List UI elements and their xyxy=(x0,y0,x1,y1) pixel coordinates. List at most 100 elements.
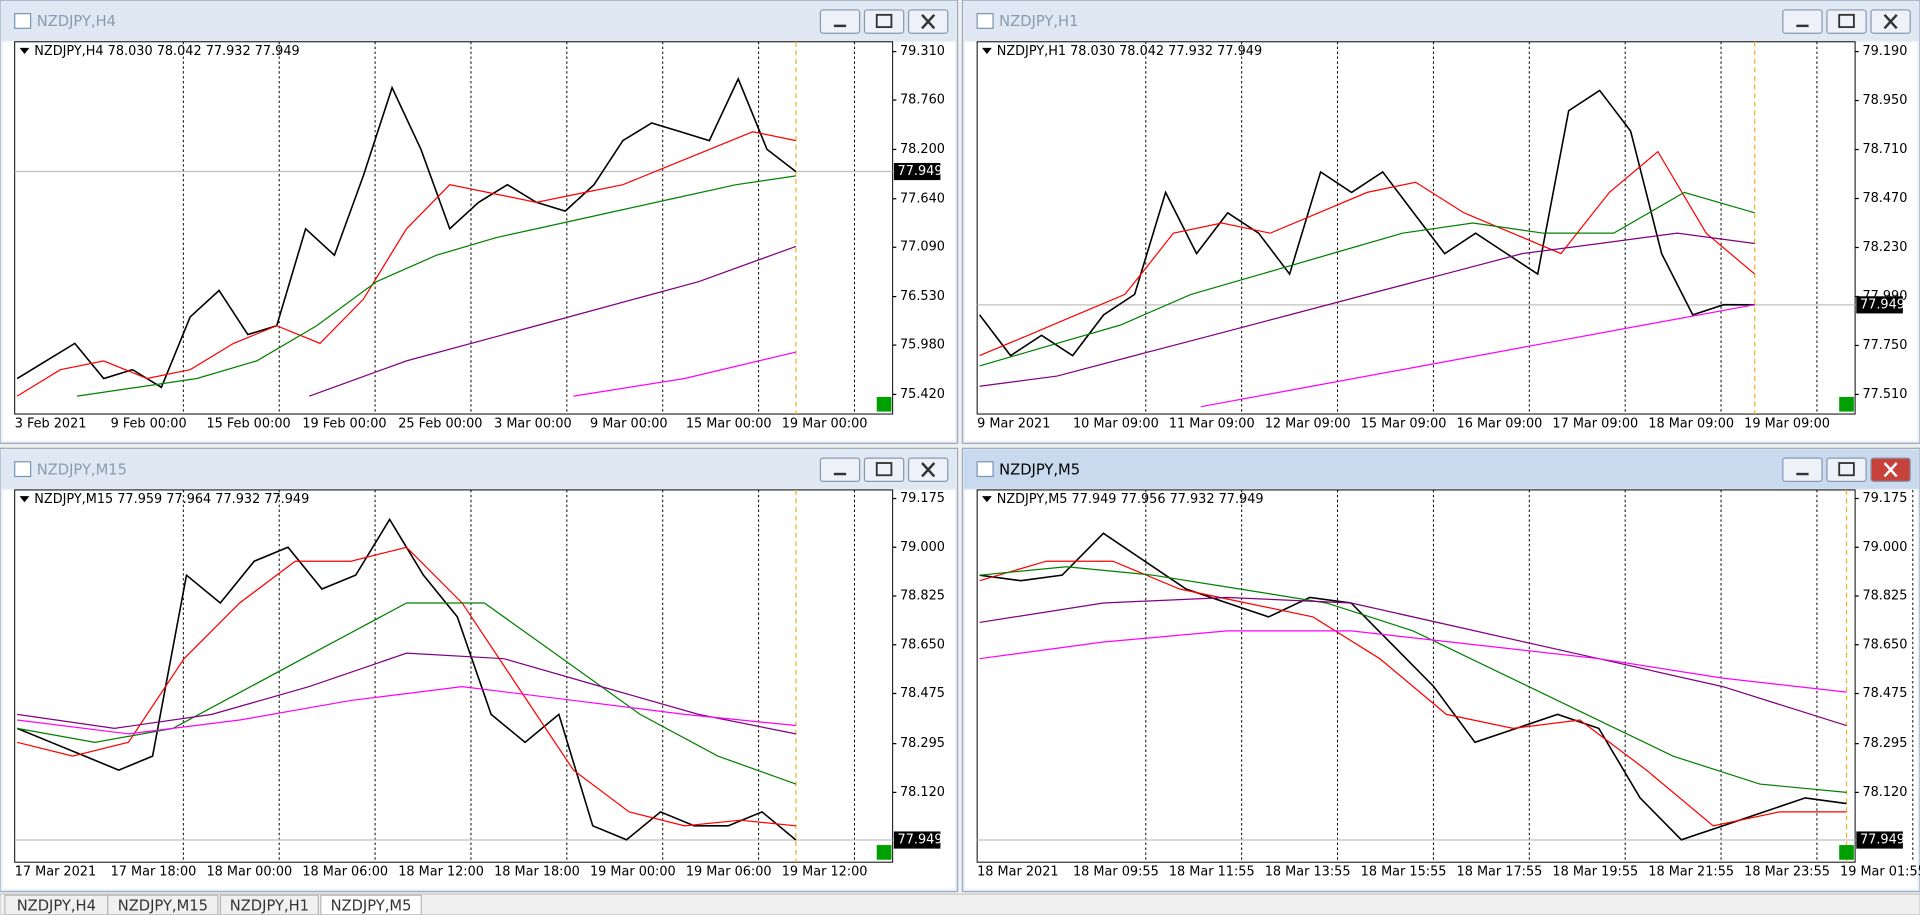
time-label: 3 Feb 2021 xyxy=(15,416,87,431)
price-box xyxy=(1856,831,1903,849)
icon xyxy=(1883,462,1898,478)
price-label: 78.950 xyxy=(1862,93,1907,108)
window-title: NZDJPY,H1 xyxy=(999,13,1078,30)
current-price: 77.949 xyxy=(898,833,943,848)
price-label: 77.750 xyxy=(1862,338,1907,353)
time-label: 18 Mar 15:55 xyxy=(1361,864,1447,879)
price-label: 77.510 xyxy=(1862,387,1907,402)
price-box xyxy=(893,831,941,849)
icon xyxy=(1838,13,1855,29)
info-arrow xyxy=(982,47,992,55)
tab-label: NZDJPY,M5 xyxy=(331,897,412,914)
window-icon xyxy=(14,461,32,478)
time-label: 19 Mar 06:00 xyxy=(686,864,772,879)
time-label: 18 Mar 11:55 xyxy=(1169,864,1255,879)
time-label: 15 Mar 00:00 xyxy=(686,416,772,431)
chart-info: NZDJPY,M5 77.949 77.956 77.932 77.949 xyxy=(997,492,1264,507)
time-label: 18 Mar 18:00 xyxy=(494,864,580,879)
price-label: 78.120 xyxy=(1862,785,1907,800)
maximize-button[interactable] xyxy=(863,457,905,482)
minimize-button[interactable] xyxy=(819,9,861,34)
price-label: 75.980 xyxy=(900,338,945,353)
time-label: 19 Mar 00:00 xyxy=(590,864,676,879)
price-box xyxy=(1856,296,1903,314)
moving-average xyxy=(979,566,1847,794)
maximize-button[interactable] xyxy=(863,9,905,34)
price-label: 77.090 xyxy=(900,240,945,255)
price-line xyxy=(979,532,1847,841)
title-bar xyxy=(963,1,1919,41)
icon xyxy=(921,14,936,30)
price-label: 78.230 xyxy=(1862,240,1907,255)
title-bar xyxy=(963,449,1919,489)
tab-label: NZDJPY,M15 xyxy=(118,897,208,914)
title-bar xyxy=(1,449,957,489)
time-label: 19 Mar 00:00 xyxy=(782,416,868,431)
time-label: 16 Mar 09:00 xyxy=(1457,416,1543,431)
moving-average xyxy=(979,630,1847,693)
minimize-button[interactable] xyxy=(819,457,861,482)
price-box xyxy=(893,162,941,181)
icon xyxy=(875,13,893,29)
chart-area xyxy=(2,489,956,890)
time-label: 9 Feb 00:00 xyxy=(111,416,187,431)
moving-average xyxy=(17,652,797,735)
window-icon xyxy=(976,461,994,478)
title-bar xyxy=(1,1,957,41)
time-label: 18 Mar 00:00 xyxy=(206,864,292,879)
price-label: 78.470 xyxy=(1862,191,1907,206)
maximize-button[interactable] xyxy=(1826,9,1867,34)
tab-label: NZDJPY,H1 xyxy=(230,897,309,914)
minimize-button[interactable] xyxy=(1782,9,1823,34)
price-label: 79.190 xyxy=(1862,44,1907,59)
time-label: 18 Mar 2021 xyxy=(977,864,1058,879)
time-label: 15 Feb 00:00 xyxy=(206,416,290,431)
chart-info: NZDJPY,H1 78.030 78.042 77.932 77.949 xyxy=(997,44,1262,59)
time-label: 3 Mar 00:00 xyxy=(494,416,572,431)
plot-border xyxy=(14,489,894,863)
chart-area xyxy=(964,489,1918,890)
moving-average xyxy=(979,150,1756,357)
price-label: 78.295 xyxy=(900,736,945,751)
moving-average xyxy=(76,175,797,397)
time-label: 17 Mar 09:00 xyxy=(1552,416,1638,431)
info-arrow xyxy=(19,47,30,55)
status-indicator xyxy=(876,396,892,412)
time-label: 19 Mar 09:00 xyxy=(1744,416,1830,431)
icon xyxy=(875,462,893,477)
current-price: 77.949 xyxy=(1860,833,1905,848)
price-label: 78.295 xyxy=(1862,736,1907,751)
price-label: 78.200 xyxy=(900,142,945,157)
window-title: NZDJPY,M15 xyxy=(37,461,127,478)
current-price: 77.949 xyxy=(898,164,943,179)
price-label: 78.825 xyxy=(1862,589,1907,604)
time-label: 18 Mar 17:55 xyxy=(1457,864,1543,879)
window-title: NZDJPY,M5 xyxy=(999,461,1080,478)
price-label: 79.000 xyxy=(1862,540,1907,555)
minimize-button[interactable] xyxy=(1782,457,1823,482)
moving-average xyxy=(979,191,1755,367)
time-label: 19 Mar 01:55 xyxy=(1840,864,1920,879)
price-label: 76.530 xyxy=(900,289,945,304)
time-label: 10 Mar 09:00 xyxy=(1073,416,1159,431)
time-label: 17 Mar 2021 xyxy=(15,864,96,879)
chart-area xyxy=(964,41,1918,441)
chart-window: NZDJPY,M15 79.175 79.000 78.825 78.650 78.475… xyxy=(0,447,959,893)
price-label: 78.825 xyxy=(900,589,945,604)
chart-window: NZDJPY,H1 79.190 78.950 78.710 78.470 78.230 7… xyxy=(961,0,1920,445)
plot-border xyxy=(14,41,894,415)
price-label: 75.420 xyxy=(900,387,945,402)
info-arrow xyxy=(19,496,30,503)
chart-info: NZDJPY,H4 78.030 78.042 77.932 77.949 xyxy=(34,44,299,59)
price-label: 77.640 xyxy=(900,191,945,206)
time-label: 18 Mar 21:55 xyxy=(1648,864,1734,879)
icon xyxy=(1838,462,1855,477)
chart-window: NZDJPY,M5 79.175 79.000 78.825 78.650 78.475 7… xyxy=(961,447,1920,893)
time-label: 18 Mar 19:55 xyxy=(1552,864,1638,879)
time-label: 18 Mar 09:55 xyxy=(1073,864,1159,879)
maximize-button[interactable] xyxy=(1826,457,1867,482)
price-label: 78.475 xyxy=(900,686,945,701)
status-indicator xyxy=(1839,845,1854,860)
price-label: 79.175 xyxy=(900,491,945,506)
